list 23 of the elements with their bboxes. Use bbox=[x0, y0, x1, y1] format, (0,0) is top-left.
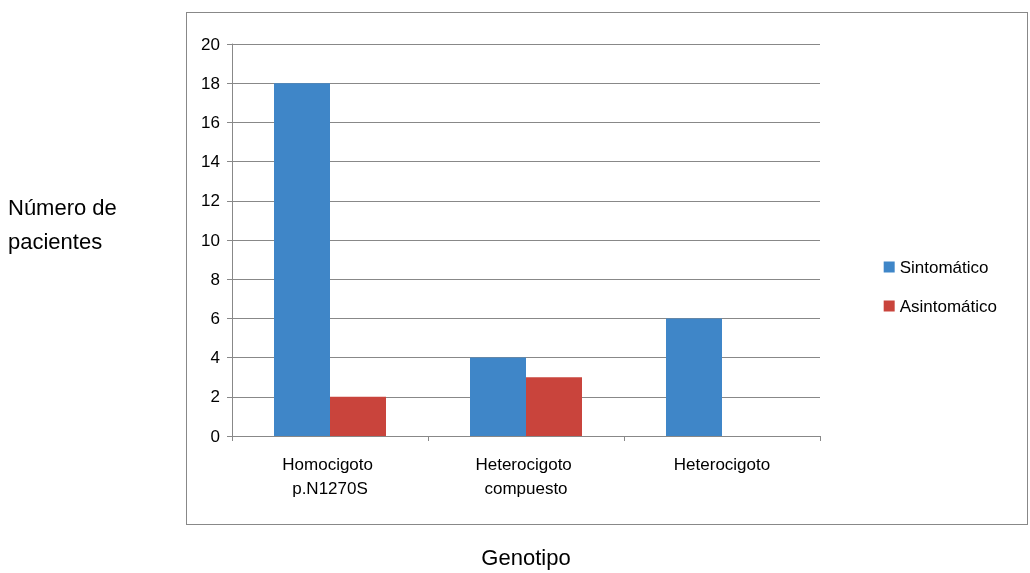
x-tick-label: Heterocigoto bbox=[673, 454, 771, 474]
y-tick-label: 6 bbox=[210, 308, 220, 328]
y-tick-label: 18 bbox=[201, 73, 220, 93]
y-tick-label: 12 bbox=[201, 191, 220, 211]
x-tick-label: Homocigoto p.N1270S bbox=[282, 454, 378, 498]
x-axis-title: Genotipo bbox=[481, 544, 571, 570]
bar bbox=[526, 377, 582, 436]
y-tick-label: 8 bbox=[210, 269, 220, 289]
y-tick-label: 4 bbox=[210, 348, 220, 368]
y-tick-label: 10 bbox=[201, 230, 220, 250]
y-axis-title: Número de pacientes bbox=[8, 194, 123, 254]
y-tick-label: 16 bbox=[201, 112, 220, 132]
y-tick-label: 2 bbox=[210, 387, 220, 407]
y-tick-label: 0 bbox=[210, 426, 220, 446]
bar bbox=[470, 357, 526, 436]
bar bbox=[274, 83, 330, 436]
legend-label: Sintomático bbox=[899, 257, 989, 277]
y-tick-label: 20 bbox=[201, 34, 220, 54]
bar bbox=[666, 318, 722, 436]
y-tick-label: 14 bbox=[201, 152, 220, 172]
legend-label: Asintomático bbox=[899, 296, 998, 316]
bar bbox=[330, 396, 386, 436]
x-tick-label: Heterocigoto compuesto bbox=[475, 454, 577, 498]
